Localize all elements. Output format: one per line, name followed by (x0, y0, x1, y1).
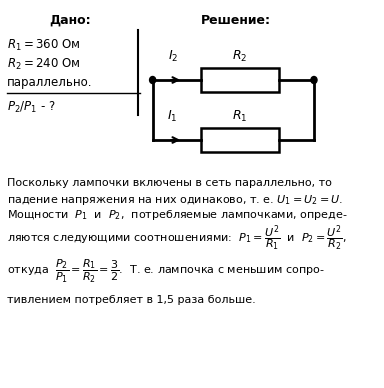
Text: $I_2$: $I_2$ (167, 49, 178, 64)
Text: параллельно.: параллельно. (7, 76, 93, 89)
Text: ляются следующими соотношениями:  $P_1=\dfrac{U^2}{R_1}$  и  $P_2=\dfrac{U^2}{R_: ляются следующими соотношениями: $P_1=\d… (7, 223, 347, 253)
Text: Мощности  $P_1$  и  $P_2$,  потребляемые лампочками, опреде-: Мощности $P_1$ и $P_2$, потребляемые лам… (7, 208, 348, 222)
Text: $R_1$: $R_1$ (232, 109, 248, 124)
Text: падение напряжения на них одинаково, т. е. $U_1=U_2=U$.: падение напряжения на них одинаково, т. … (7, 193, 343, 207)
Text: $R_2 = 240$ Ом: $R_2 = 240$ Ом (7, 57, 80, 72)
Text: $R_1 = 360$ Ом: $R_1 = 360$ Ом (7, 38, 80, 53)
Text: откуда  $\dfrac{P_2}{P_1}=\dfrac{R_1}{R_2}=\dfrac{3}{2}$.  Т. е. лампочка с мень: откуда $\dfrac{P_2}{P_1}=\dfrac{R_1}{R_2… (7, 258, 325, 285)
Circle shape (311, 76, 317, 83)
Text: $I_1$: $I_1$ (167, 109, 178, 124)
Bar (200, 68, 279, 92)
Text: Решение:: Решение: (200, 14, 270, 27)
Circle shape (150, 76, 156, 83)
Text: $P_2/P_1$ - ?: $P_2/P_1$ - ? (7, 100, 55, 115)
Text: тивлением потребляет в 1,5 раза больше.: тивлением потребляет в 1,5 раза больше. (7, 295, 256, 305)
Text: Дано:: Дано: (49, 14, 91, 27)
Text: $R_2$: $R_2$ (232, 49, 247, 64)
Bar (200, 128, 279, 152)
Text: Поскольку лампочки включены в сеть параллельно, то: Поскольку лампочки включены в сеть парал… (7, 178, 332, 188)
